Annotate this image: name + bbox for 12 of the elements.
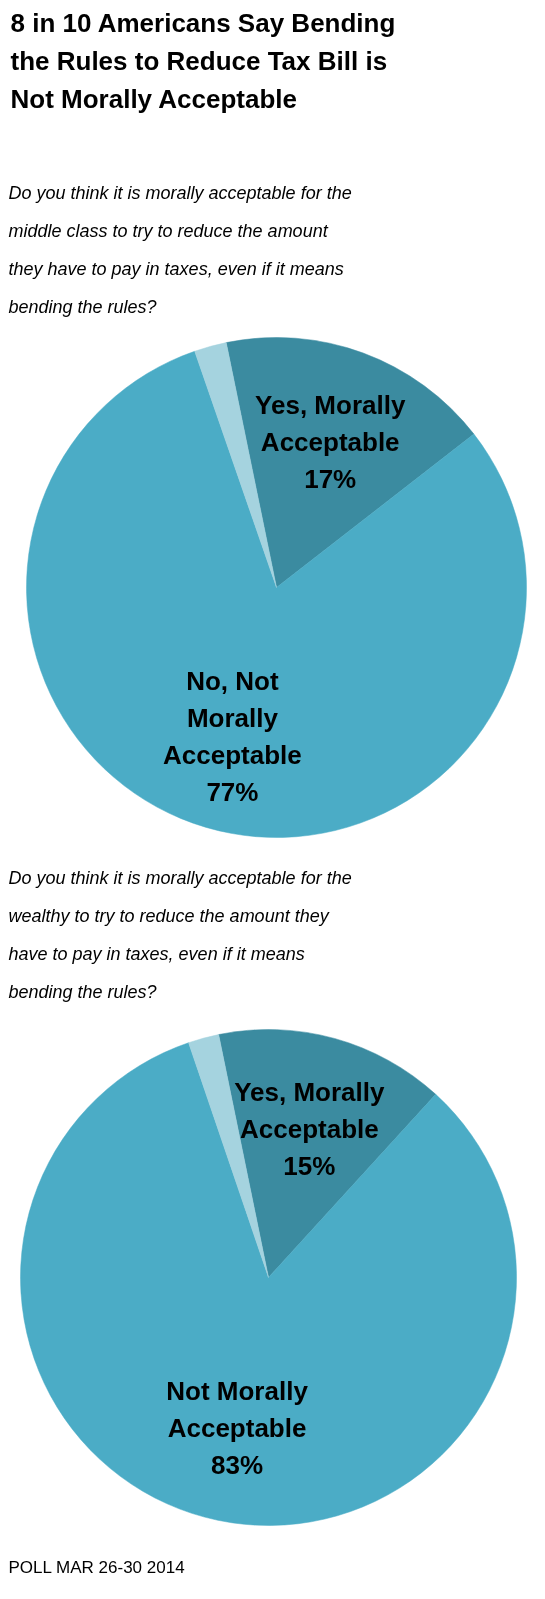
data-label: 17% (304, 464, 357, 495)
slice-label: Yes, Morally Acceptable (255, 390, 406, 458)
slice-label: No, Not Morally Acceptable (163, 665, 302, 770)
data-label: 15% (283, 1151, 336, 1182)
chart-title: 8 in 10 Americans Say Bending the Rules to Reduce Tax Bill is Not Morally Acceptable (10, 7, 396, 114)
slice-label: Not Morally Acceptable (166, 1376, 309, 1444)
data-label: 77% (206, 776, 259, 807)
slice-label: Yes, Morally Acceptable (234, 1077, 386, 1145)
chart-subtitle: Do you think it is morally acceptable for the middle class to try to reduce the amount they have to pay in taxes, even if it means bending the rules? (8, 182, 352, 317)
data-label: 83% (211, 1450, 264, 1481)
text: POLL MAR 26-30 2014 (8, 1558, 185, 1577)
chart-subtitle: Do you think it is morally acceptable for the wealthy to try to reduce the amount they have to pay in taxes, even if it means bending the rules? (8, 867, 352, 1002)
